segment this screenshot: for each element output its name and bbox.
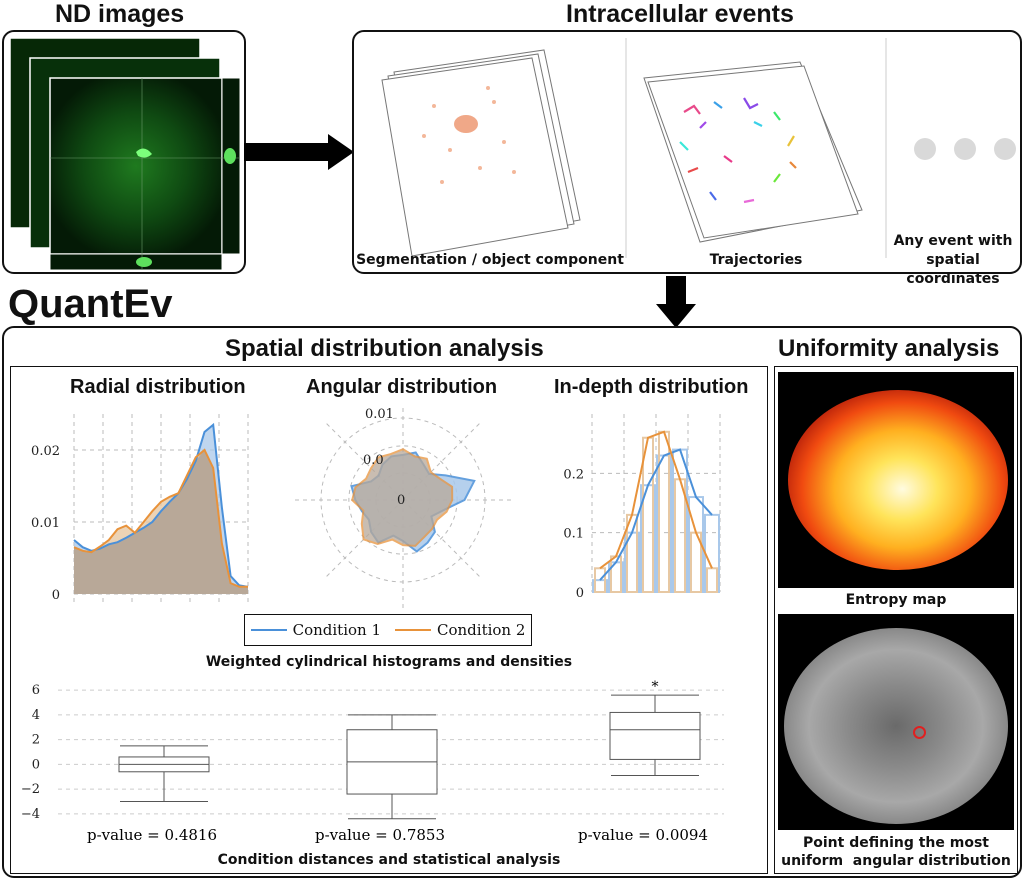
any-event-caption-line2: spatial coordinates: [906, 252, 1000, 287]
point-caption-line2: uniform angular distribution: [781, 853, 1011, 869]
nd-image-stack: [9, 37, 241, 271]
bar-condition-2: [642, 436, 654, 593]
y-tick-label: 0.2: [563, 467, 584, 482]
entropy-caption: Entropy map: [845, 592, 947, 608]
legend-swatch: [395, 629, 431, 631]
y-tick-label: 0: [576, 586, 584, 601]
uniformity-box: [774, 366, 1018, 874]
r-tick-label: 0.01: [365, 407, 394, 422]
events-panel: Segmentation / object component Trajecto…: [352, 30, 1022, 287]
y-tick-label: 6: [32, 683, 40, 698]
histograms-caption: Weighted cylindrical histograms and dens…: [205, 654, 573, 670]
cell-fluorescence: [784, 628, 1008, 824]
box: [609, 711, 701, 760]
events-illustrations: [381, 38, 887, 258]
fluorescence-image: [778, 614, 1014, 830]
bar-condition-2: [706, 567, 718, 593]
intracellular-events-heading: Intracellular events: [566, 0, 794, 28]
y-tick-label: 0.02: [31, 444, 60, 459]
significance-marker: *: [652, 679, 659, 695]
p-value-label: p-value = 0.4816: [87, 826, 217, 844]
any-event-caption-line1: Any event with: [893, 233, 1013, 249]
quantev-title: QuantEv: [8, 282, 173, 326]
arrow-right-icon: [244, 134, 354, 170]
point-caption: Point defining the most uniform angular …: [774, 834, 1018, 870]
y-tick-label: 0: [32, 757, 40, 772]
segmentation-caption: Segmentation / object component: [356, 252, 624, 268]
r-tick-label: 0: [397, 493, 405, 508]
optimal-point-marker: [913, 726, 926, 739]
bar-condition-2: [674, 478, 686, 593]
any-event-caption: Any event with spatial coordinates: [886, 232, 1020, 289]
ellipsis-dot: [994, 138, 1016, 160]
series-line-condition-2: [73, 448, 248, 588]
quantev-panel: [2, 326, 1022, 878]
entropy-map-image: [778, 372, 1014, 588]
radial-distribution-chart: 0 0.01 0.02: [31, 414, 249, 603]
legend-item-condition-1: Condition 1: [250, 621, 381, 639]
y-tick-label: 2: [32, 733, 40, 748]
point-caption-line1: Point defining the most: [803, 835, 989, 851]
p-value-label: p-value = 0.0094: [578, 826, 708, 844]
arrow-down-icon: [656, 276, 696, 328]
segmentation-stack: [381, 49, 581, 257]
spatial-analysis-heading: Spatial distribution analysis: [225, 335, 544, 362]
entropy-heat: [788, 390, 1008, 570]
y-tick-label: 0: [52, 588, 60, 603]
series-line-condition-1: [73, 422, 249, 588]
y-tick-label: 4: [32, 708, 40, 723]
nd-images-heading: ND images: [55, 0, 185, 28]
density-condition-1: [599, 448, 713, 581]
spatial-analysis-box: [10, 366, 768, 874]
depth-distribution-chart: 0 0.1 0.2: [563, 414, 721, 601]
angular-distribution-chart: 0 0.0 0.01: [293, 404, 513, 610]
legend-label: Condition 2: [437, 621, 526, 639]
p-value-label: p-value = 0.7853: [315, 826, 445, 844]
distance-boxplot: −4 −2 0 2 4 6 p-value = 0.4816 p-value = 0.7853…: [21, 679, 724, 844]
more-events-dots: [914, 138, 1016, 160]
y-tick-label: −2: [21, 782, 40, 797]
series-area-overlap: [74, 450, 248, 594]
r-tick-label: 0.0: [363, 453, 384, 468]
depth-chart-title: In-depth distribution: [554, 376, 749, 398]
y-tick-label: −4: [21, 807, 40, 822]
uniformity-heading: Uniformity analysis: [778, 335, 1000, 362]
density-condition-2: [599, 430, 713, 570]
distances-caption: Condition distances and statistical anal…: [217, 852, 561, 868]
angular-chart-title: Angular distribution: [306, 376, 498, 398]
legend-label: Condition 1: [292, 621, 381, 639]
legend-swatch: [250, 629, 287, 631]
trajectories-caption: Trajectories: [709, 252, 803, 268]
nd-images-panel: [2, 30, 246, 274]
trajectories-panel-art: [643, 61, 863, 243]
legend-item-condition-2: Condition 2: [395, 621, 525, 639]
ellipsis-dot: [914, 138, 936, 160]
radar-series-condition-2: [351, 448, 454, 547]
chart-legend: Condition 1 Condition 2: [244, 614, 532, 646]
y-tick-label: 0.01: [31, 516, 60, 531]
y-tick-label: 0.1: [563, 527, 584, 542]
ellipsis-dot: [954, 138, 976, 160]
radial-chart-title: Radial distribution: [70, 376, 246, 398]
